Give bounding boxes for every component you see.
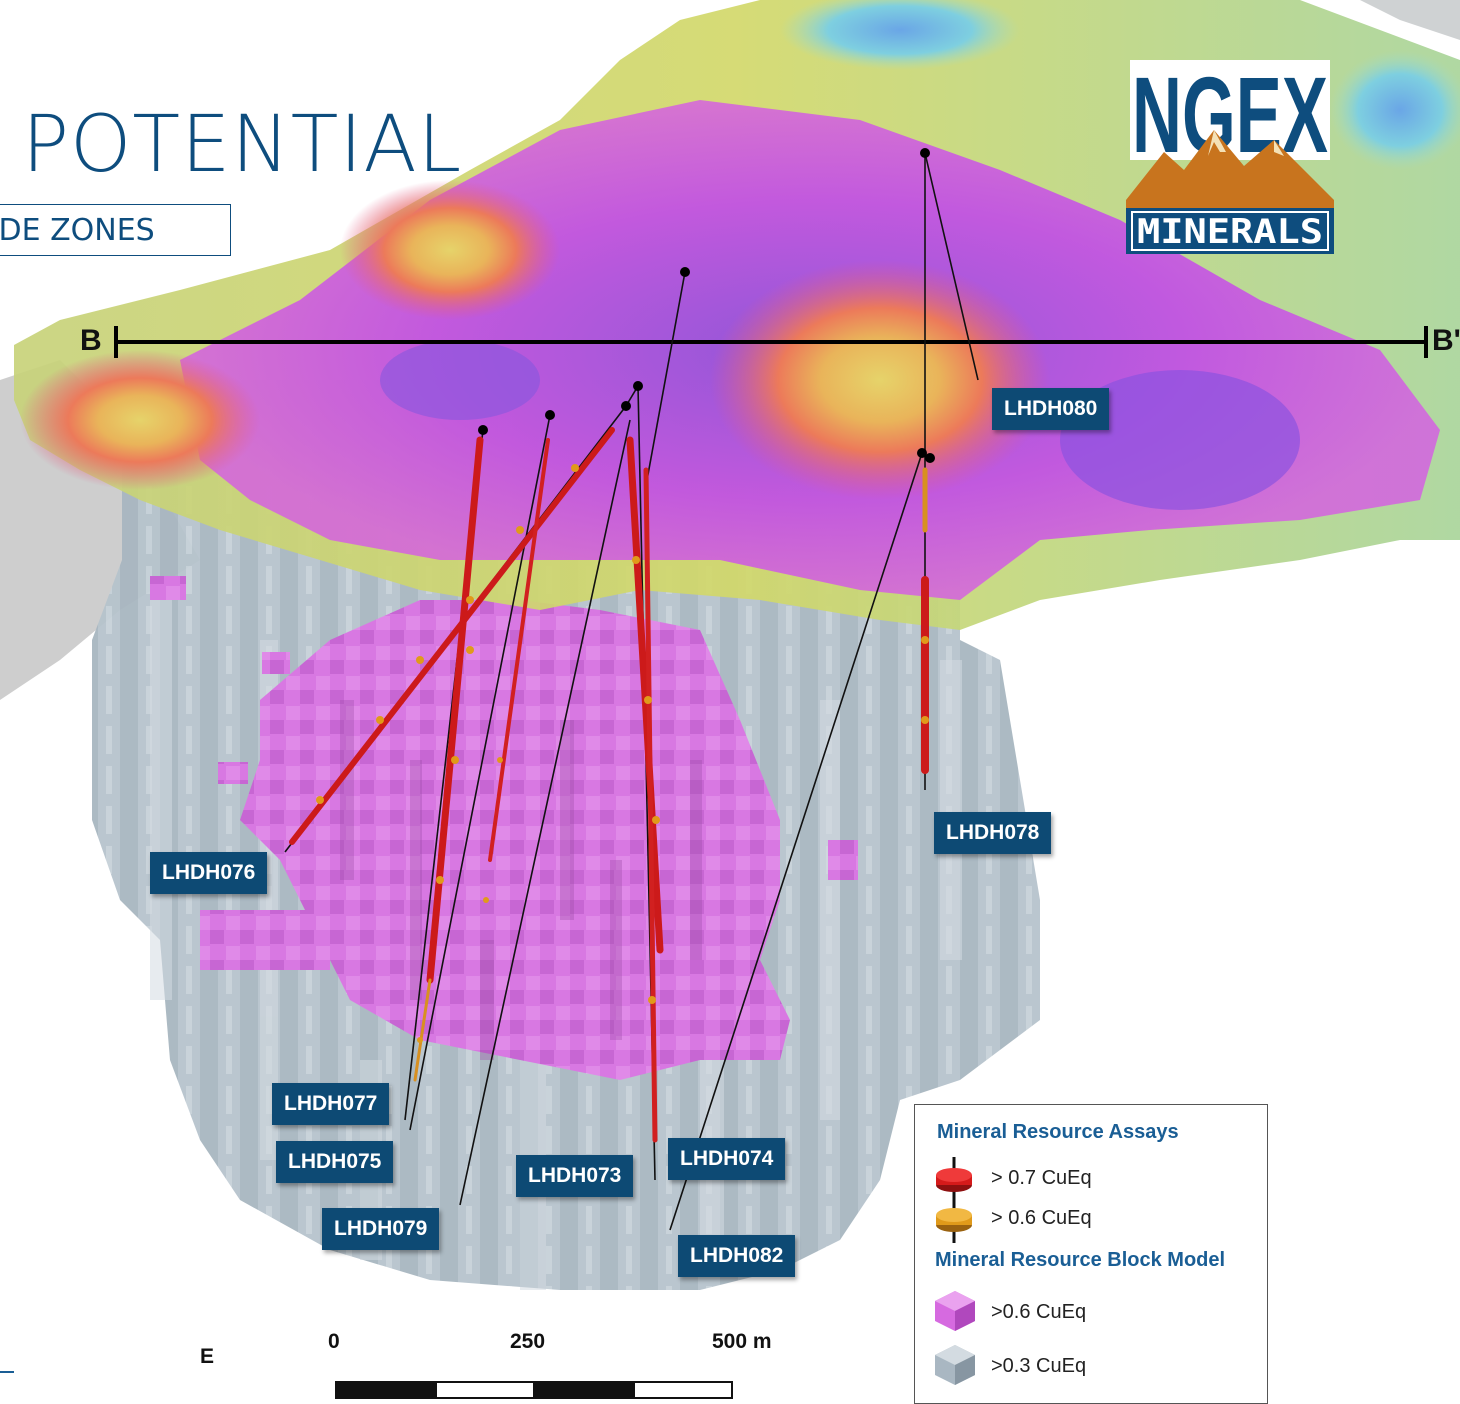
anomaly-warm-left xyxy=(340,180,560,320)
drillhole-label: LHDH079 xyxy=(322,1208,440,1250)
drillhole-label: LHDH082 xyxy=(678,1235,796,1277)
anomaly-warm-farleft xyxy=(20,350,260,490)
legend-assays-heading: Mineral Resource Assays xyxy=(937,1121,1179,1143)
block-low-icon xyxy=(935,1345,975,1385)
assay-intervals xyxy=(289,427,929,1143)
section-line xyxy=(114,326,1428,358)
anomaly-purple-core xyxy=(1060,370,1300,510)
legend-block-low: >0.3 CuEq xyxy=(991,1355,1087,1377)
assay-mid-icon xyxy=(936,1197,972,1243)
scale-label-500: 500 m xyxy=(712,1330,772,1353)
drillhole-label: LHDH077 xyxy=(272,1083,390,1125)
block-model-steps xyxy=(150,600,962,1290)
legend-block-heading: Mineral Resource Block Model xyxy=(935,1249,1226,1271)
drill-collars xyxy=(478,148,935,463)
drillhole-label: LHDH078 xyxy=(934,812,1052,854)
anomaly-blue-top xyxy=(780,0,1020,70)
drillhole-label: LHDH075 xyxy=(276,1141,394,1183)
drillhole-label: LHDH076 xyxy=(150,852,268,894)
page-subtitle: ADE ZONES xyxy=(0,204,231,256)
scale-label-0: 0 xyxy=(328,1330,340,1353)
subtitle-text: ADE ZONES xyxy=(0,212,155,248)
section-start-label: B xyxy=(80,324,102,357)
scale-bar xyxy=(335,1381,733,1399)
logo-graphic: NGEX MINERALS xyxy=(1126,54,1334,254)
anomaly-purple-core-2 xyxy=(380,340,540,420)
anomaly-warm-center xyxy=(710,260,1050,500)
legend-block-high: >0.6 CuEq xyxy=(991,1301,1087,1323)
assay-markers-mid xyxy=(316,464,929,1043)
legend-panel: Mineral Resource Assays > 0.7 CuEq > 0.6… xyxy=(914,1104,1268,1404)
drillhole-label: LHDH074 xyxy=(668,1138,786,1180)
anomaly-blue-right xyxy=(1330,50,1460,170)
legend-assay-mid: > 0.6 CuEq xyxy=(991,1207,1092,1229)
drillhole-label: LHDH073 xyxy=(516,1155,634,1197)
terrain-grey-top-right xyxy=(1360,0,1460,40)
assay-high-icon xyxy=(936,1157,972,1203)
logo-word-2: MINERALS xyxy=(1137,212,1323,252)
scale-label-250: 250 xyxy=(510,1330,546,1353)
block-high-icon xyxy=(935,1291,975,1331)
compass-label: E xyxy=(200,1345,215,1368)
ngex-logo: NGEX MINERALS xyxy=(1124,54,1336,256)
section-end-label: B' xyxy=(1432,324,1460,357)
page-title: POTENTIAL xyxy=(22,100,463,190)
block-model-high-grade-shading xyxy=(340,700,702,1060)
drillhole-label: LHDH080 xyxy=(992,388,1110,430)
legend-assay-high: > 0.7 CuEq xyxy=(991,1167,1092,1189)
